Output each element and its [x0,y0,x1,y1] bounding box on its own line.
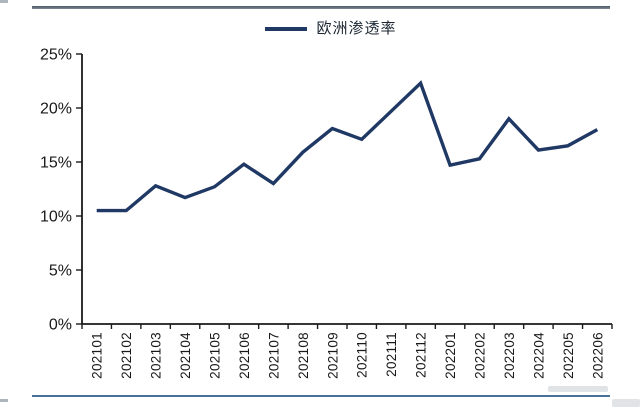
x-tick-label: 202109 [325,332,340,379]
x-tick-label: 202205 [561,332,576,379]
x-tick-label: 202110 [355,332,370,378]
crop-artifact-bottom-left [0,399,8,402]
x-tick-label: 202104 [178,332,193,379]
x-tick-label: 202102 [119,332,134,379]
y-tick-label: 20% [40,101,72,118]
x-tick-label: 202107 [266,332,281,379]
y-tick-label: 25% [40,47,72,64]
top-rule [32,6,610,9]
series-line-欧洲渗透率 [96,80,599,213]
y-tick-label: 0% [49,317,72,334]
bottom-rule [32,395,610,397]
x-tick-label: 202103 [149,332,164,379]
y-tick-label: 10% [40,209,72,226]
x-tick-label: 202204 [531,332,546,379]
legend-line-swatch [265,26,308,31]
y-tick-label: 15% [40,155,72,172]
crop-artifact-top-left [0,0,8,3]
x-tick-label: 202206 [590,332,605,379]
legend: 欧洲渗透率 [11,21,640,36]
x-tick-label: 202106 [237,332,252,379]
x-tick-label: 202202 [473,332,488,379]
x-tick-label: 202201 [443,332,458,379]
x-tick-label: 202105 [208,332,223,379]
legend-label: 欧洲渗透率 [316,20,397,37]
watermark-fragment [612,399,640,407]
x-tick-label: 202101 [90,332,105,379]
watermark-fragment [548,386,608,392]
x-tick-label: 202112 [414,332,429,378]
x-tick-label: 202111 [384,332,399,377]
y-tick-label: 5% [49,263,72,280]
x-tick-label: 202203 [502,332,517,379]
x-tick-label: 202108 [296,332,311,379]
